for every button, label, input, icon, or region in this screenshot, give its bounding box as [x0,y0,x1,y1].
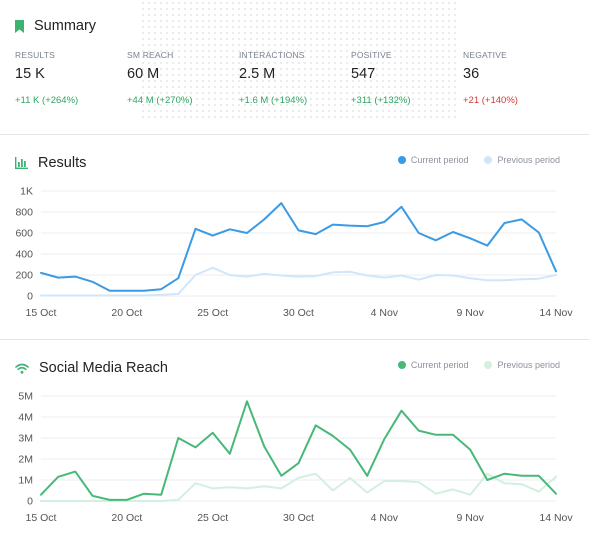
y-tick-label: 400 [15,249,33,261]
metric-label: SM REACH [127,50,174,60]
wifi-icon [15,363,29,374]
x-tick-label: 4 Nov [371,307,399,319]
y-tick-label: 2M [18,454,33,466]
x-tick-label: 4 Nov [371,512,399,524]
results-legend: Current period Previous period [382,155,560,165]
metric-label: RESULTS [15,50,55,60]
world-map-background [140,0,460,120]
metric-change: +1.6 M (+194%) [239,95,308,106]
series-line-previous [40,472,557,502]
reach-panel: Social Media Reach Current period Previo… [0,340,589,542]
legend-current[interactable]: Current period [397,155,468,165]
reach-header: Social Media Reach [15,360,168,376]
results-panel: Results Current period Previous period 0… [0,135,589,335]
y-tick-label: 4M [18,412,33,424]
series-line-current [40,202,557,292]
metric-positive: POSITIVE 547 +311 (+132%) [351,50,411,106]
metric-change: +21 (+140%) [463,95,518,106]
bar-chart-icon [15,157,28,169]
results-chart: 0 200 400 600 800 1K 15 Oct 20 Oct 25 Oct 30 Oct 4… [15,186,573,320]
metric-label: POSITIVE [351,50,392,60]
metric-results: RESULTS 15 K +11 K (+264%) [15,50,78,106]
y-tick-label: 0 [27,291,33,303]
metric-value: 547 [351,66,376,82]
x-tick-label: 20 Oct [111,512,142,524]
results-header: Results [15,155,86,171]
y-tick-label: 600 [15,228,33,240]
metric-change: +11 K (+264%) [15,95,79,106]
section-divider [0,134,589,135]
series-line-current [40,400,557,501]
y-tick-label: 0 [27,496,33,508]
summary-title: Summary [34,18,97,34]
legend-dot [484,361,493,369]
metric-label: INTERACTIONS [239,50,305,60]
x-tick-label: 25 Oct [197,307,228,319]
metric-label: NEGATIVE [463,50,507,60]
legend-dot [484,156,493,164]
metric-value: 36 [463,66,480,82]
reach-legend: Current period Previous period [382,360,560,370]
series-line-previous [40,266,557,297]
y-tick-label: 1K [20,186,33,198]
metric-change: +44 M (+270%) [127,95,193,106]
x-tick-label: 15 Oct [26,512,57,524]
y-tick-label: 5M [18,391,33,403]
section-divider [0,339,589,340]
x-tick-label: 25 Oct [197,512,228,524]
summary-header: Summary [15,18,96,34]
reach-chart: 0 1M 2M 3M 4M 5M 15 Oct 20 Oct 25 Oct 30 Oct 4 Nov… [18,391,573,525]
metric-change: +311 (+132%) [351,95,411,106]
results-title: Results [38,155,87,171]
metric-value: 60 M [127,66,160,82]
x-tick-label: 9 Nov [456,307,484,319]
y-tick-label: 200 [15,270,33,282]
metric-value: 15 K [15,66,45,82]
x-tick-label: 9 Nov [456,512,484,524]
x-tick-label: 14 Nov [539,307,573,319]
x-tick-label: 14 Nov [539,512,573,524]
y-tick-label: 800 [15,207,33,219]
summary-panel: Summary RESULTS 15 K +11 K (+264%) SM RE… [0,0,589,134]
reach-title: Social Media Reach [39,360,168,376]
x-tick-label: 15 Oct [26,307,57,319]
legend-current[interactable]: Current period [397,360,468,370]
y-tick-label: 3M [18,433,33,445]
bookmark-icon [15,19,24,33]
legend-previous[interactable]: Previous period [484,360,560,370]
x-tick-label: 30 Oct [283,512,314,524]
metric-interactions: INTERACTIONS 2.5 M +1.6 M (+194%) [239,50,307,106]
metric-value: 2.5 M [239,66,276,82]
x-tick-label: 30 Oct [283,307,314,319]
legend-dot [397,361,406,369]
metric-negative: NEGATIVE 36 +21 (+140%) [463,50,518,106]
legend-dot [397,156,406,164]
legend-previous[interactable]: Previous period [484,155,560,165]
metric-sm-reach: SM REACH 60 M +44 M (+270%) [127,50,193,106]
y-tick-label: 1M [18,475,33,487]
x-tick-label: 20 Oct [111,307,142,319]
